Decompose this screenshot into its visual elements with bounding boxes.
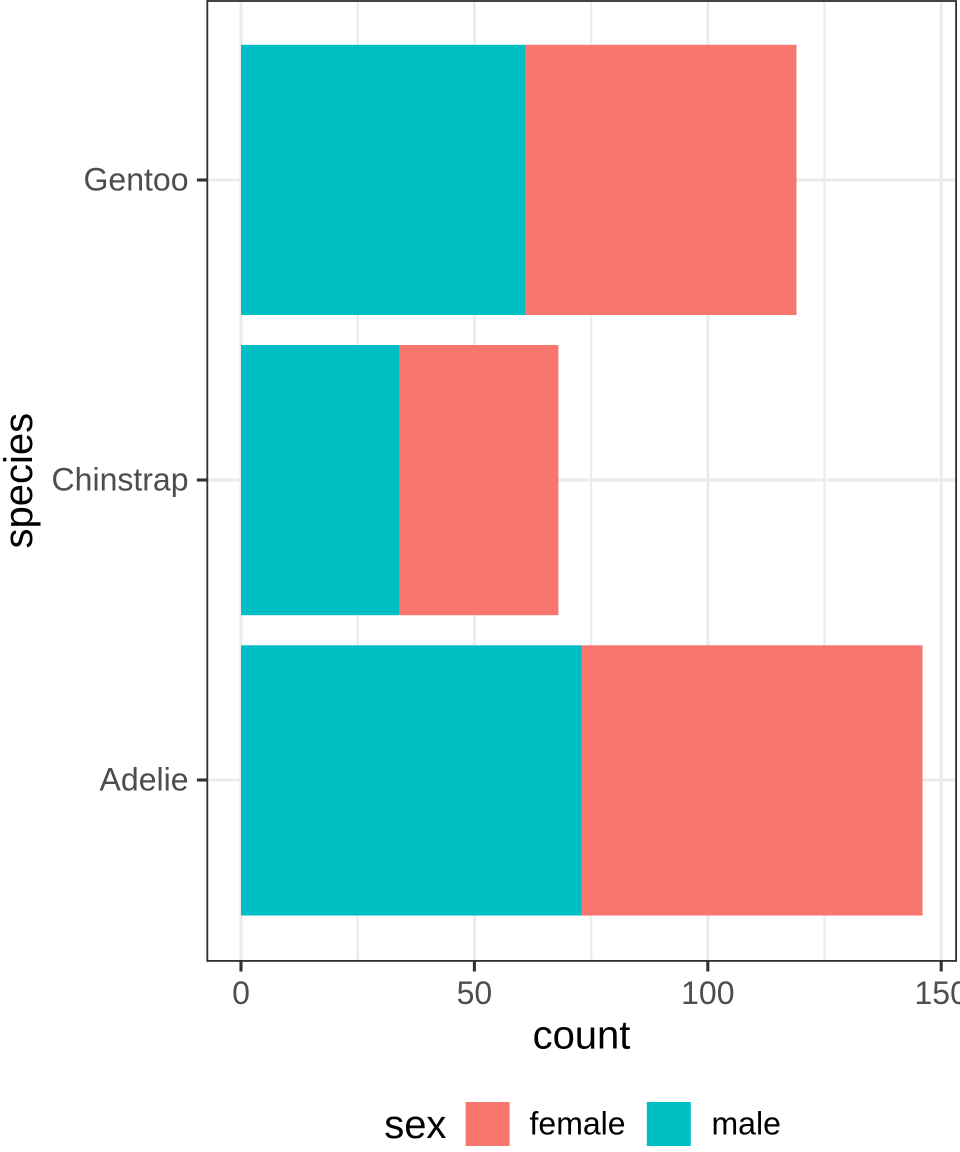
svg-text:count: count <box>533 1013 631 1057</box>
svg-text:sex: sex <box>384 1103 446 1147</box>
svg-text:50: 50 <box>457 975 493 1011</box>
svg-text:Chinstrap: Chinstrap <box>52 462 189 498</box>
svg-text:100: 100 <box>681 975 734 1011</box>
svg-text:Adelie: Adelie <box>100 762 189 798</box>
svg-text:Gentoo: Gentoo <box>84 162 189 198</box>
svg-text:species: species <box>0 413 41 549</box>
svg-text:female: female <box>530 1106 626 1142</box>
svg-text:0: 0 <box>232 975 250 1011</box>
svg-text:150: 150 <box>915 975 960 1011</box>
svg-text:male: male <box>712 1106 781 1142</box>
